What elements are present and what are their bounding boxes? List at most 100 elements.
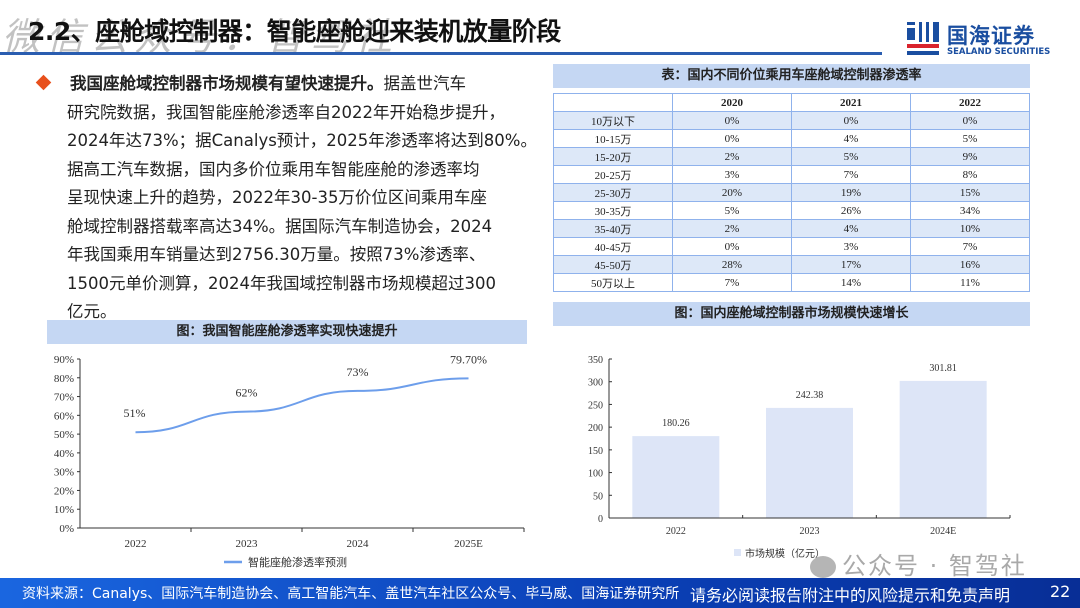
penetration-line-chart: 0% 10% 20% 30% 40% 50% 60% 70% 80% 90% 2022 2023 202… [54, 352, 525, 569]
rate-cell: 16% [910, 255, 1030, 274]
rate-cell: 26% [791, 201, 911, 220]
price-range-cell: 50万以上 [553, 273, 673, 292]
body-line: 舱域控制器搭载率高达34%。据国际汽车制造协会，2024 [67, 216, 493, 236]
x-tick-label: 2023 [800, 526, 820, 537]
page-number: 22 [1050, 582, 1071, 601]
rate-cell: 19% [791, 183, 911, 202]
y-tick-label: 30% [54, 467, 74, 479]
watermark: 微信公众号：智驾社 [2, 15, 399, 59]
rate-cell: 3% [791, 237, 911, 256]
rate-cell: 11% [910, 273, 1030, 292]
y-tick-label: 80% [54, 373, 74, 385]
rate-cell: 28% [672, 255, 792, 274]
body-line: 据盖世汽车 [383, 74, 467, 93]
y-tick-label: 0 [598, 514, 603, 525]
table-row: 35-40万 2% 4% 10% [553, 219, 1030, 238]
wechat-icon [810, 556, 836, 578]
table-row: 10-15万 0% 4% 5% [553, 129, 1030, 148]
table-row: 30-35万 5% 26% 34% [553, 201, 1030, 220]
rate-cell: 4% [791, 129, 911, 148]
title-divider [0, 52, 882, 55]
rate-cell: 4% [791, 219, 911, 238]
x-tick-label: 2024 [347, 538, 370, 550]
body-line: 1500元单价测算，2024年我国域控制器市场规模超过300 [67, 273, 496, 293]
y-tick-label: 60% [54, 410, 74, 422]
y-tick-label: 50 [593, 491, 603, 502]
penetration-table: 2020 2021 2022 10万以下 0% 0% 0% 10-15万 0% 4% 5% 15-2… [553, 93, 1030, 292]
y-tick-label: 20% [54, 485, 74, 497]
rate-cell: 2% [672, 219, 792, 238]
table-row: 50万以上 7% 14% 11% [553, 273, 1030, 292]
price-range-cell: 30-35万 [553, 201, 673, 220]
y-tick-label: 90% [54, 354, 74, 366]
rate-cell: 0% [672, 111, 792, 130]
legend-label: 智能座舱渗透率预测 [248, 555, 347, 569]
logo-mark-icon [907, 22, 939, 55]
x-tick-label: 2024E [930, 526, 956, 537]
table-row: 25-30万 20% 19% 15% [553, 183, 1030, 202]
line-chart-caption: 图：我国智能座舱渗透率实现快速提升 [47, 320, 527, 344]
table-header-cell [553, 93, 673, 112]
data-label: 79.70% [450, 352, 487, 366]
watermark-text: 公众号 · 智驾社 [842, 552, 1027, 580]
legend-swatch [734, 549, 741, 556]
series-line [135, 377, 469, 434]
logo-name-cn: 国海证券 [947, 24, 1035, 48]
rate-cell: 14% [791, 273, 911, 292]
table-row: 20-25万 3% 7% 8% [553, 165, 1030, 184]
bar [766, 407, 853, 518]
rate-cell: 5% [791, 147, 911, 166]
rate-cell: 5% [910, 129, 1030, 148]
table-row: 15-20万 2% 5% 9% [553, 147, 1030, 166]
y-tick-label: 200 [588, 423, 603, 434]
y-tick-label: 300 [588, 378, 603, 389]
y-tick-label: 40% [54, 448, 74, 460]
price-range-cell: 40-45万 [553, 237, 673, 256]
rate-cell: 7% [672, 273, 792, 292]
data-label: 180.26 [662, 418, 690, 429]
page-title: 2.2、座舱域控制器：智能座舱迎来装机放量阶段 [28, 17, 561, 46]
body-line: 呈现快速上升的趋势，2022年30-35万价位区间乘用车座 [67, 188, 487, 207]
rate-cell: 34% [910, 201, 1030, 220]
y-tick-label: 250 [588, 400, 603, 411]
bar-chart-caption: 图：国内座舱域控制器市场规模快速增长 [553, 302, 1030, 326]
rate-cell: 5% [672, 201, 792, 220]
bar [632, 436, 720, 518]
price-range-cell: 15-20万 [553, 147, 673, 166]
rate-cell: 3% [672, 165, 792, 184]
table-header-cell: 2021 [791, 93, 911, 112]
rate-cell: 7% [910, 237, 1030, 256]
rate-cell: 8% [910, 165, 1030, 184]
data-label: 62% [236, 386, 258, 400]
y-tick-label: 100 [588, 469, 603, 480]
y-tick-label: 350 [588, 355, 603, 366]
body-line: 年我国乘用车销量达到2756.30万量。按照73%渗透率、 [67, 245, 486, 264]
rate-cell: 15% [910, 183, 1030, 202]
y-tick-label: 70% [54, 392, 74, 404]
rate-cell: 0% [672, 129, 792, 148]
bar [899, 380, 987, 518]
table-row: 40-45万 0% 3% 7% [553, 237, 1030, 256]
table-header-row: 2020 2021 2022 [553, 93, 1030, 112]
price-range-cell: 45-50万 [553, 255, 673, 274]
y-tick-label: 150 [588, 446, 603, 457]
rate-cell: 20% [672, 183, 792, 202]
rate-cell: 0% [910, 111, 1030, 130]
y-tick-label: 10% [54, 504, 74, 516]
rate-cell: 2% [672, 147, 792, 166]
data-label: 301.81 [929, 363, 957, 374]
x-tick-label: 2022 [666, 526, 686, 537]
data-label: 51% [124, 406, 146, 420]
price-range-cell: 10-15万 [553, 129, 673, 148]
y-tick-label: 50% [54, 429, 74, 441]
y-tick-label: 0% [59, 523, 74, 535]
rate-cell: 0% [672, 237, 792, 256]
table-header-cell: 2022 [910, 93, 1030, 112]
disclaimer: 请务必阅读报告附注中的风险提示和免责声明 [690, 586, 1011, 605]
rate-cell: 10% [910, 219, 1030, 238]
table-caption: 表：国内不同价位乘用车座舱域控制器渗透率 [553, 64, 1030, 88]
wechat-watermark: 公众号 · 智驾社 [810, 546, 1027, 581]
footer-bar: 资料来源：Canalys、国际汽车制造协会、高工智能汽车、盖世汽车社区公众号、毕… [0, 578, 1080, 608]
body-paragraph: 我国座舱域控制器市场规模有望快速提升。据盖世汽车 研究院数据，我国智能座舱渗透率… [42, 70, 537, 327]
rate-cell: 0% [791, 111, 911, 130]
